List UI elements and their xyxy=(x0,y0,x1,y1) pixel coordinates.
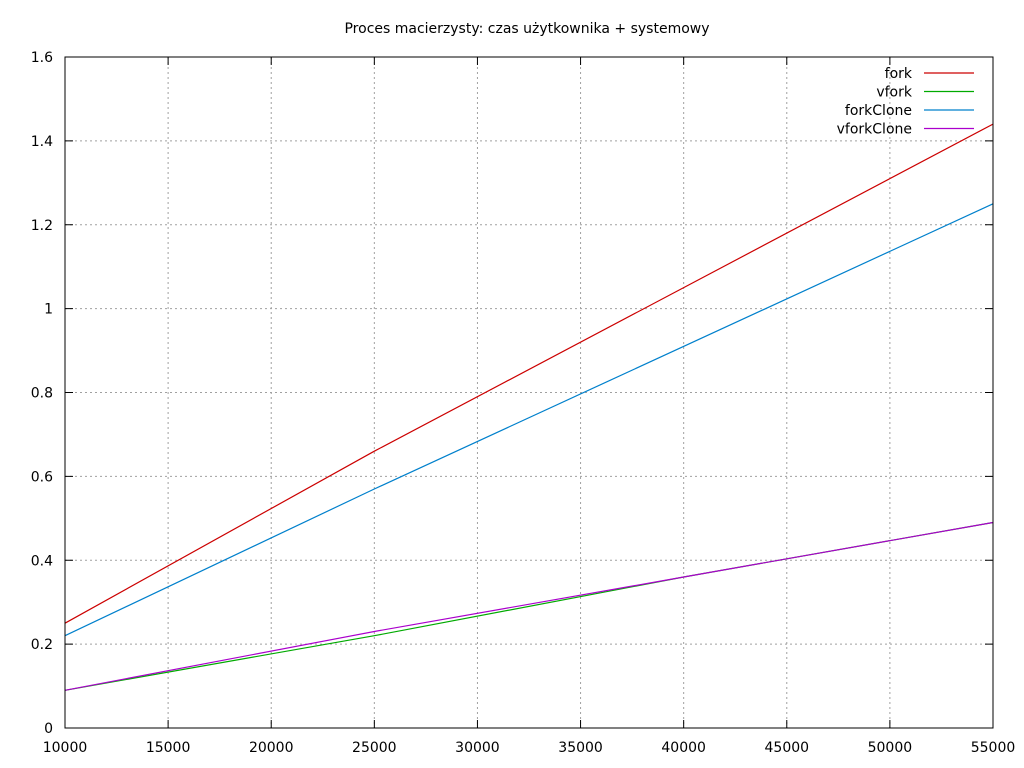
x-tick-label: 10000 xyxy=(43,740,88,756)
x-tick-label: 25000 xyxy=(352,740,397,756)
series-line-vforkClone xyxy=(64,521,994,691)
y-tick-label: 0.2 xyxy=(31,637,53,653)
y-tick-label: 0.6 xyxy=(31,469,53,485)
y-tick-label: 1.2 xyxy=(31,218,53,234)
legend-label-vfork: vfork xyxy=(876,85,913,101)
x-tick-label: 55000 xyxy=(971,740,1016,756)
x-tick-label: 40000 xyxy=(661,740,706,756)
x-tick-label: 30000 xyxy=(455,740,500,756)
x-tick-label: 20000 xyxy=(249,740,294,756)
x-tick-label: 35000 xyxy=(558,740,603,756)
y-tick-label: 0 xyxy=(44,721,53,737)
legend: fork vfork forkClone vforkClone xyxy=(837,66,974,138)
legend-label-forkClone: forkClone xyxy=(845,103,912,119)
grid xyxy=(65,57,993,728)
series-line-forkClone xyxy=(64,203,994,637)
x-tick-label: 50000 xyxy=(868,740,913,756)
series-line-fork xyxy=(64,123,994,624)
series-lines xyxy=(64,123,994,691)
axis-ticks: 10000 15000 20000 25000 30000 35000 40000 45000… xyxy=(31,50,1016,756)
chart-title: Proces macierzysty: czas użytkownika + s… xyxy=(344,21,709,37)
y-tick-label: 0.8 xyxy=(31,386,53,402)
y-tick-label: 1.4 xyxy=(31,134,53,150)
legend-label-fork: fork xyxy=(885,66,913,82)
x-tick-label: 15000 xyxy=(146,740,191,756)
plot-frame xyxy=(64,56,994,729)
y-tick-label: 1.6 xyxy=(31,50,53,66)
y-tick-label: 1 xyxy=(44,302,53,318)
y-tick-label: 0.4 xyxy=(31,553,53,569)
x-tick-label: 45000 xyxy=(765,740,810,756)
legend-label-vforkClone: vforkClone xyxy=(837,122,912,138)
